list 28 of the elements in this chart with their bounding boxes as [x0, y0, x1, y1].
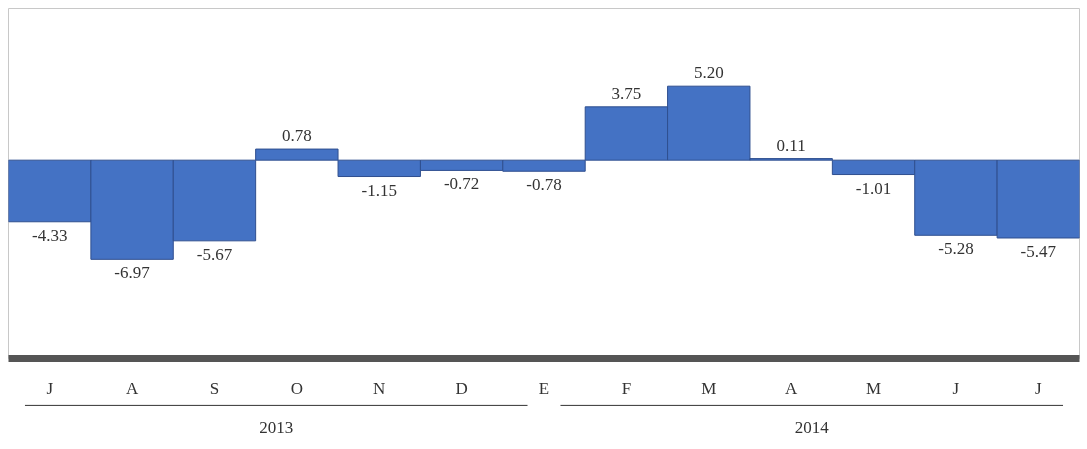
text: 2013	[259, 417, 294, 437]
x-tick-label: J	[952, 378, 960, 398]
x-tick-label: F	[621, 378, 632, 398]
data-label: -1.15	[361, 180, 397, 200]
data-label: -5.67	[196, 244, 233, 264]
x-tick-label: A	[125, 378, 139, 398]
x-tick-label: S	[209, 378, 220, 398]
x-tick-label: M	[865, 378, 882, 398]
data-label: -5.28	[938, 239, 974, 259]
x-tick-label: J	[46, 378, 54, 398]
data-label: -6.97	[114, 263, 151, 283]
data-label: -0.78	[526, 175, 562, 195]
data-label: -1.01	[855, 178, 892, 198]
data-label: 3.75	[611, 83, 642, 103]
data-label: -5.47	[1020, 241, 1057, 261]
x-tick-label: A	[785, 378, 799, 398]
data-label: -0.72	[443, 174, 480, 194]
x-tick-label: M	[701, 378, 717, 398]
data-label: 0.78	[281, 126, 312, 146]
x-tick-label: J	[1035, 378, 1042, 398]
data-label: 5.20	[693, 63, 724, 83]
x-tick-label: N	[373, 378, 386, 398]
text: 2014	[794, 417, 830, 437]
x-tick-label: O	[290, 378, 303, 398]
x-tick-label: D	[455, 378, 468, 398]
data-label: 0.11	[776, 135, 806, 155]
x-tick-label: E	[538, 378, 550, 398]
data-label: -4.33	[31, 225, 68, 245]
